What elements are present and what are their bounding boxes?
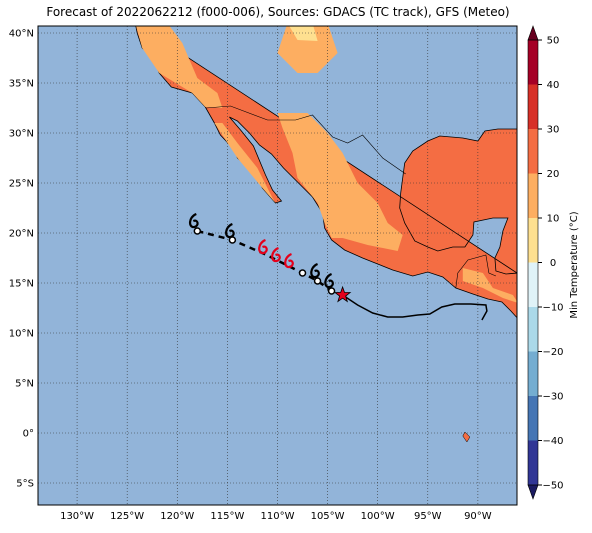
current-position [333,285,352,303]
cyclone-symbol [324,272,334,289]
colorbar-tick-label: −10 [542,303,563,314]
lon-label: 95°W [414,511,442,522]
island [462,431,471,443]
lon-label: 115°W [210,511,244,522]
lon-label: 125°W [110,511,144,522]
lon-label: 130°W [60,511,94,522]
lon-label: 90°W [464,511,492,522]
colorbar-segment [528,307,538,352]
lat-label: 0° [23,429,34,440]
colorbar-tick-label: 0 [550,258,556,269]
graticule [38,26,517,505]
forecast-point [298,269,307,277]
colorbar-tick-label: 10 [547,214,560,225]
lat-label: 15°N [9,279,34,290]
forecast-point [193,227,202,235]
lat-label: 35°N [9,79,34,90]
cool-zone [277,113,403,251]
lat-label: 5°N [15,379,34,390]
cool-zone [136,26,223,108]
colorbar-segment [528,218,538,263]
cyclone-symbol [284,252,294,269]
colorbar-tick-label: −20 [542,347,563,358]
map-frame [37,25,518,506]
colorbar-tick-label: −50 [542,481,563,492]
lon-label: 110°W [260,511,294,522]
lat-label: 30°N [9,129,34,140]
border [206,105,406,175]
colorbar-tick-label: −40 [542,436,563,447]
colorbar-label: Min Temperature (°C) [569,211,580,318]
lon-label: 100°W [361,511,395,522]
colorbar-tick-label: −30 [542,392,563,403]
border [455,254,497,289]
colorbar-segment [528,262,538,308]
colorbar-segment [528,173,538,219]
colorbar-segment [528,440,538,486]
colorbar-segment [528,129,538,174]
cyclone-symbol [310,262,320,279]
colorbar-tick-label: 20 [547,169,560,180]
cyclone-symbol [271,246,281,263]
colorbar-tick-label: 30 [547,125,560,136]
forecast-point [228,236,237,244]
colorbar-extend-top [527,25,539,41]
cool-zone [462,268,517,303]
lat-label: 40°N [9,29,34,40]
cyclone-track [188,212,488,321]
land [135,26,517,443]
lat-label: 20°N [9,229,34,240]
colorbar: 50 40 30 20 10 0 −10 −20 −30 −40 −50 [527,25,564,500]
colorbar-tick-label: 50 [547,36,560,47]
cool-zone [289,26,318,41]
colorbar-segment [528,396,538,441]
lon-label: 120°W [160,511,194,522]
forecast-point [327,287,336,295]
map-title: Forecast of 2022062212 (f000-006), Sourc… [46,5,509,19]
colorbar-segment [528,40,538,85]
colorbar-segment [528,351,538,397]
observed-track [342,294,488,321]
cyclone-symbol [258,238,268,255]
lon-label: 105°W [311,511,345,522]
colorbar-segment [528,84,538,130]
lat-label: 25°N [9,179,34,190]
forecast-point [313,277,322,285]
cool-zone [277,26,338,73]
colorbar-tick-label: 40 [547,80,560,91]
lat-label: 10°N [9,329,34,340]
colorbar-extend-bottom [527,484,539,500]
cyclone-symbol [188,212,199,229]
lat-label: 5°S [16,479,34,490]
